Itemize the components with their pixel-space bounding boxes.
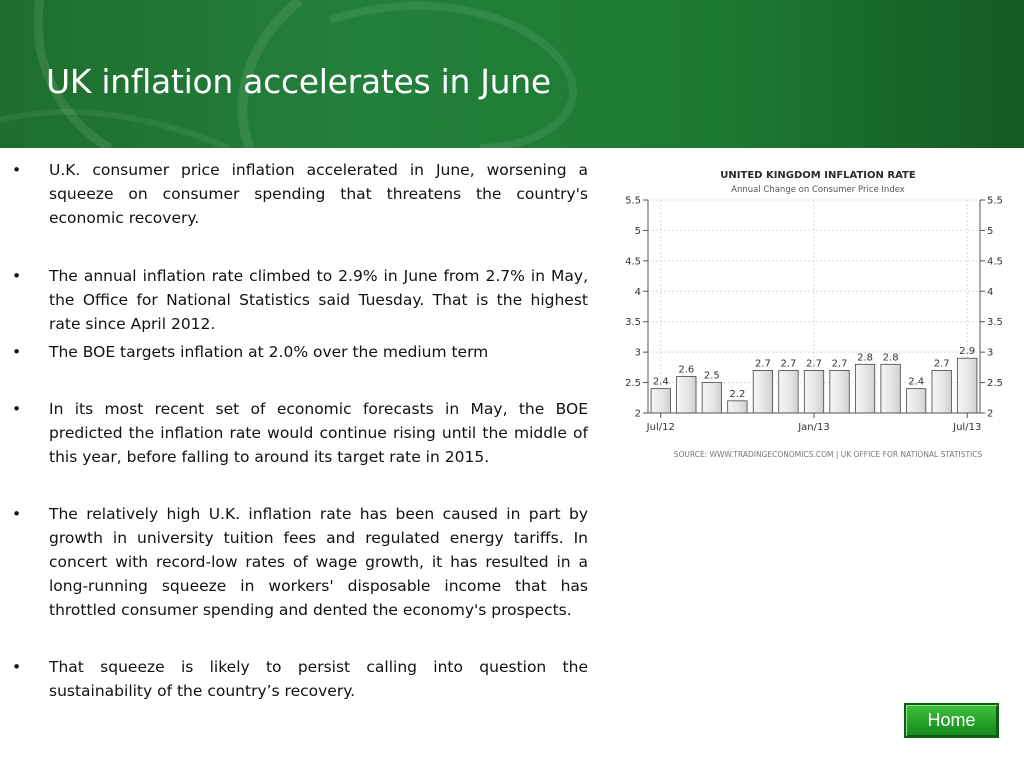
bar-value-label: 2.7 <box>755 358 771 369</box>
bullet-list: • U.K. consumer price inflation accelera… <box>10 158 588 703</box>
bullet-item: • That squeeze is likely to persist call… <box>10 655 588 703</box>
bar-value-label: 2.7 <box>934 358 950 369</box>
y-tick-label-right: 2.5 <box>987 378 1003 389</box>
bar <box>931 369 952 414</box>
bar-value-label: 2.7 <box>781 358 797 369</box>
y-tick-label-right: 3 <box>987 348 993 359</box>
bar <box>880 363 901 414</box>
y-tick-label-right: 5.5 <box>987 196 1003 207</box>
bullet-symbol: • <box>12 658 22 676</box>
bar-value-label: 2.8 <box>857 352 873 363</box>
bar <box>650 388 671 414</box>
bullet-item: • The relatively high U.K. inflation rat… <box>10 502 588 622</box>
y-tick-label-left: 3 <box>635 348 641 359</box>
bullet-item: • U.K. consumer price inflation accelera… <box>10 158 588 230</box>
bullet-symbol: • <box>12 343 22 361</box>
bar <box>803 369 825 414</box>
y-tick-label-right: 2 <box>987 409 993 420</box>
bar-value-label: 2.7 <box>806 358 822 369</box>
bullet-text: In its most recent set of economic forec… <box>49 400 588 466</box>
bar <box>957 357 978 414</box>
slide-header: UK inflation accelerates in June <box>0 0 1024 148</box>
bullet-symbol: • <box>12 400 22 418</box>
y-tick-label-left: 4.5 <box>625 256 641 267</box>
inflation-chart-svg: UNITED KINGDOM INFLATION RATE Annual Cha… <box>625 170 1003 459</box>
y-tick-label-left: 2 <box>635 409 641 420</box>
bar-value-label: 2.6 <box>678 364 694 375</box>
bar-value-label: 2.7 <box>832 358 848 369</box>
y-tick-label-left: 5 <box>635 226 641 237</box>
x-tick-label: Jan/13 <box>797 422 830 433</box>
y-tick-label-left: 2.5 <box>625 378 641 389</box>
bullet-item: • The BOE targets inflation at 2.0% over… <box>10 340 588 364</box>
home-button[interactable]: Home <box>904 703 999 738</box>
y-tick-label-left: 4 <box>635 287 641 298</box>
bar-value-label: 2.9 <box>959 346 975 357</box>
bar <box>752 369 774 414</box>
header-swirl-decoration <box>0 0 577 148</box>
chart-subtitle: Annual Change on Consumer Price Index <box>731 185 905 195</box>
chart-source: SOURCE: WWW.TRADINGECONOMICS.COM | UK OF… <box>674 450 983 459</box>
x-tick-label: Jul/12 <box>646 422 675 433</box>
y-tick-label-right: 3.5 <box>987 317 1003 328</box>
bar-value-label: 2.5 <box>704 371 720 382</box>
bar-value-label: 2.2 <box>729 389 745 400</box>
inflation-chart: UNITED KINGDOM INFLATION RATE Annual Cha… <box>612 160 1012 470</box>
bullet-symbol: • <box>12 161 22 179</box>
y-tick-label-right: 4 <box>987 287 993 298</box>
bullet-symbol: • <box>12 267 22 285</box>
bar <box>676 376 697 414</box>
bar-value-label: 2.8 <box>883 352 899 363</box>
chart-title: UNITED KINGDOM INFLATION RATE <box>720 170 916 181</box>
bar <box>778 369 799 414</box>
bar-value-label: 2.4 <box>908 377 924 388</box>
slide-title: UK inflation accelerates in June <box>46 62 551 101</box>
bar <box>854 363 876 414</box>
bar <box>701 382 722 414</box>
bullet-item: • In its most recent set of economic for… <box>10 397 588 469</box>
bullet-text: U.K. consumer price inflation accelerate… <box>49 161 588 227</box>
y-tick-label-left: 5.5 <box>625 196 641 207</box>
bullet-text: The annual inflation rate climbed to 2.9… <box>49 267 588 333</box>
x-tick-label: Jul/13 <box>952 422 981 433</box>
bullet-text: The relatively high U.K. inflation rate … <box>49 505 588 619</box>
bar <box>906 388 927 414</box>
bullet-symbol: • <box>12 505 22 523</box>
y-tick-label-left: 3.5 <box>625 317 641 328</box>
bar <box>829 369 850 414</box>
y-tick-label-right: 4.5 <box>987 256 1003 267</box>
bullet-text: The BOE targets inflation at 2.0% over t… <box>49 343 489 361</box>
bullet-text: That squeeze is likely to persist callin… <box>49 658 588 700</box>
bar <box>727 400 748 414</box>
bullet-item: • The annual inflation rate climbed to 2… <box>10 264 588 336</box>
y-tick-label-right: 5 <box>987 226 993 237</box>
bar-value-label: 2.4 <box>653 377 669 388</box>
